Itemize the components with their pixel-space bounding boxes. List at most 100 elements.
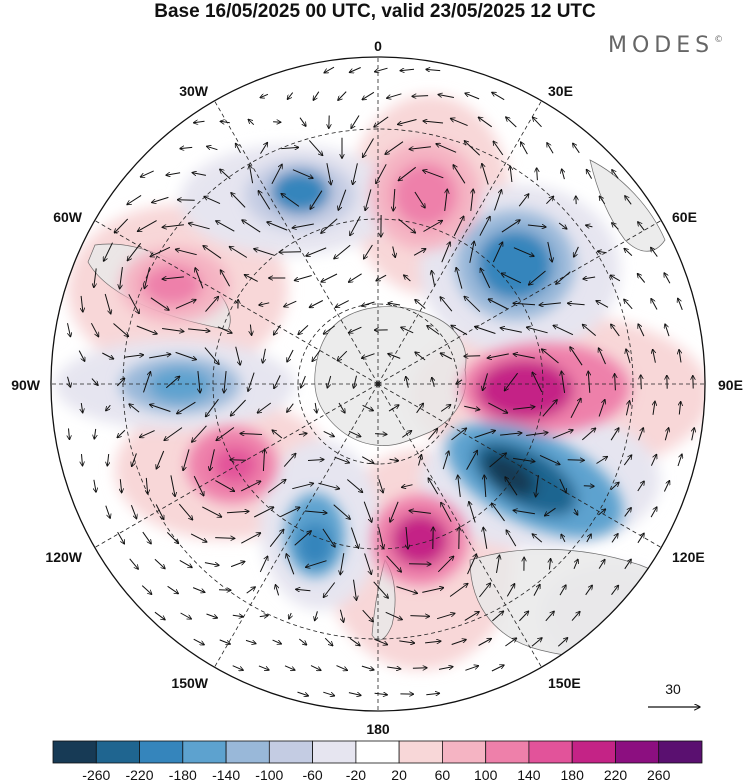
wind-vector [398, 166, 417, 180]
wind-vector [375, 434, 387, 435]
wind-vector [362, 609, 374, 622]
wind-vector [299, 117, 306, 127]
wind-vector [492, 611, 503, 622]
wind-vector [82, 454, 83, 466]
wind-vector [422, 588, 443, 593]
wind-vector [471, 189, 473, 211]
wind-vector [585, 585, 593, 596]
wind-vector [254, 249, 275, 256]
wind-vector [334, 456, 350, 463]
wind-vector [120, 479, 121, 493]
wind-vector [284, 665, 295, 670]
wind-vector [175, 351, 197, 359]
wind-vector [107, 453, 108, 466]
wind-vector [611, 324, 620, 337]
wind-vector [224, 371, 226, 393]
wind-vector [612, 170, 619, 179]
wind-vector [298, 433, 307, 434]
wind-vector [653, 401, 655, 415]
wind-vector [624, 299, 633, 310]
wind-vector [267, 222, 288, 231]
graticule [51, 57, 705, 711]
wind-vector [263, 449, 264, 472]
wind-vector [310, 190, 323, 210]
wind-vector [166, 173, 181, 175]
wind-vector [361, 665, 374, 670]
wind-vector [677, 454, 682, 467]
wind-vector [456, 267, 463, 289]
wind-vector [322, 528, 335, 547]
wind-vector [561, 534, 565, 543]
wind-vector [235, 346, 241, 365]
wind-vector [653, 349, 656, 363]
wind-vector [478, 639, 492, 646]
wind-vector [638, 428, 644, 441]
wind-vector [440, 353, 453, 360]
wind-vector [489, 453, 507, 468]
wind-vector [415, 300, 426, 309]
wind-vector [162, 224, 184, 228]
meridian-line [214, 100, 379, 385]
wind-vector [637, 533, 644, 544]
wind-vector [287, 349, 294, 362]
wind-vector [558, 222, 567, 229]
wind-vector [480, 268, 491, 289]
wind-vector [484, 475, 486, 498]
wind-vector [513, 247, 534, 257]
wind-vector [244, 275, 258, 282]
wind-vector [506, 584, 514, 597]
wind-vector [236, 143, 241, 154]
wind-vector [292, 483, 313, 490]
wind-vector [574, 508, 577, 515]
lon-label-120e: 120E [672, 549, 705, 565]
wind-vector [245, 640, 256, 643]
wind-vector [207, 146, 218, 151]
map-title: Base 16/05/2025 00 UTC, valid 23/05/2025… [154, 1, 596, 22]
wind-vector [152, 196, 169, 202]
wind-vector [315, 611, 318, 620]
wind-vector [323, 430, 335, 436]
wind-vector [210, 449, 215, 470]
wind-vector [175, 300, 196, 309]
wind-vector [165, 376, 179, 389]
wind-vector [354, 375, 357, 388]
wind-vector [120, 267, 123, 289]
wind-vector [297, 691, 309, 696]
wind-vector [129, 404, 140, 413]
wind-vector [626, 349, 631, 364]
wind-vector [491, 665, 504, 672]
wind-vector [336, 665, 348, 671]
wind-vector [387, 93, 402, 98]
wind-vector [449, 584, 468, 597]
wind-vector [581, 428, 595, 441]
colorbar-tick-label: -180 [169, 767, 197, 783]
wind-vector [545, 611, 554, 622]
wind-vector [137, 220, 157, 232]
colorbar-swatch [312, 740, 357, 764]
wind-vector [513, 354, 535, 359]
wind-vector [188, 329, 210, 331]
lon-label-60w: 60W [53, 209, 83, 225]
wind-vector [242, 220, 261, 233]
wind-vector [289, 612, 291, 619]
wind-vector [340, 553, 345, 575]
meridians [51, 57, 705, 711]
wind-vector [364, 244, 373, 259]
wind-vector [219, 639, 231, 644]
meridian-line [377, 100, 542, 385]
wind-vector [162, 277, 184, 279]
wind-vector [180, 612, 192, 619]
wind-vector [513, 407, 535, 410]
africa-land [589, 159, 666, 252]
wind-vector [106, 404, 111, 411]
wind-vector [156, 450, 165, 469]
wind-vector [519, 611, 528, 622]
wind-vector [326, 163, 331, 185]
wind-vector [500, 328, 522, 333]
wind-vector [216, 427, 235, 441]
wind-vector [188, 223, 210, 230]
wind-vector [349, 67, 361, 73]
wind-vector [479, 583, 490, 598]
wind-vector [442, 451, 449, 470]
wind-vector [136, 325, 157, 334]
